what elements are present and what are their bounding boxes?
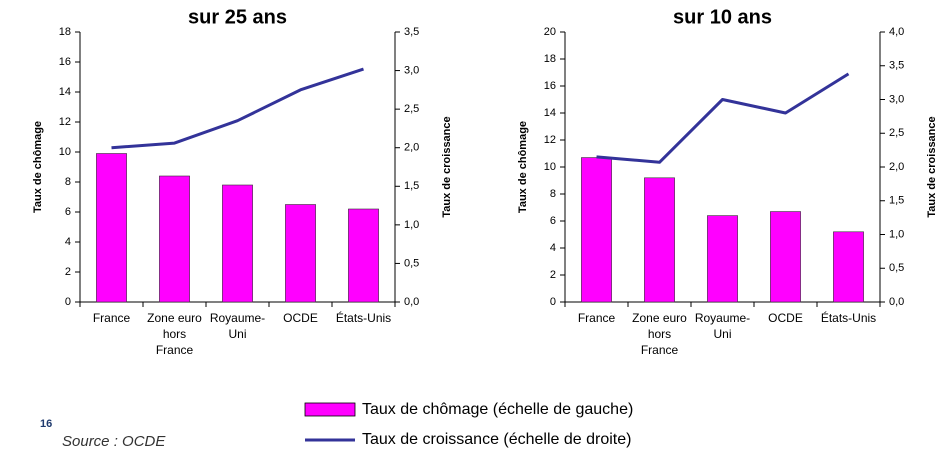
- y-tick-label: 14: [544, 107, 556, 119]
- y-tick-label: 4: [550, 242, 556, 254]
- y2-tick-label: 3,5: [889, 60, 904, 72]
- y2-axis-title: Taux de croissance: [926, 116, 938, 217]
- x-tick-label: OCDE: [283, 311, 318, 325]
- y-tick-label: 16: [544, 80, 556, 92]
- bar: [222, 184, 253, 303]
- y2-axis-title: Taux de croissance: [441, 116, 453, 217]
- y2-tick-label: 3,0: [889, 93, 904, 105]
- y2-tick-label: 1,5: [404, 180, 419, 192]
- y-tick-label: 20: [544, 26, 556, 38]
- legend-label: Taux de chômage (échelle de gauche): [362, 401, 633, 418]
- bar: [348, 208, 379, 303]
- line: [111, 67, 364, 150]
- bar: [159, 175, 190, 303]
- y2-tick-label: 2,5: [404, 103, 419, 115]
- y-tick-label: 14: [59, 86, 71, 98]
- y2-tick-label: 1,0: [889, 228, 904, 240]
- y-tick-label: 2: [65, 266, 71, 278]
- y2-tick-label: 1,5: [889, 195, 904, 207]
- y-axis-title: Taux de chômage: [517, 121, 529, 213]
- y2-tick-label: 0,5: [889, 262, 904, 274]
- bar: [770, 211, 801, 303]
- legend-label: Taux de croissance (échelle de droite): [362, 431, 631, 448]
- y2-tick-label: 2,0: [889, 161, 904, 173]
- bar: [96, 153, 127, 303]
- y-tick-label: 0: [65, 296, 71, 308]
- y2-tick-label: 2,0: [404, 142, 419, 154]
- y-tick-label: 8: [65, 176, 71, 188]
- y-tick-label: 8: [550, 188, 556, 200]
- chart-title: sur 10 ans: [673, 6, 772, 28]
- bar: [581, 157, 612, 303]
- y-tick-label: 6: [65, 206, 71, 218]
- legend-swatch-bar: [304, 402, 356, 417]
- y-tick-label: 10: [59, 146, 71, 158]
- source: Source : OCDE: [62, 433, 166, 450]
- x-tick-label: Royaume-Uni: [209, 311, 266, 341]
- y-axis-title: Taux de chômage: [32, 121, 44, 213]
- x-tick-label: États-Unis: [335, 311, 392, 325]
- y-tick-label: 12: [59, 116, 71, 128]
- page-number: 16: [40, 418, 52, 430]
- y2-tick-label: 0,5: [404, 257, 419, 269]
- y2-tick-label: 2,5: [889, 127, 904, 139]
- line: [596, 72, 850, 164]
- y2-tick-label: 4,0: [889, 26, 904, 38]
- bar: [285, 204, 316, 303]
- x-tick-label: France: [577, 311, 616, 325]
- y-tick-label: 18: [59, 26, 71, 38]
- y-tick-label: 12: [544, 134, 556, 146]
- y2-tick-label: 3,5: [404, 26, 419, 38]
- y-tick-label: 0: [550, 296, 556, 308]
- y2-tick-label: 1,0: [404, 219, 419, 231]
- x-tick-label: OCDE: [768, 311, 803, 325]
- y2-tick-label: 0,0: [404, 296, 419, 308]
- x-tick-label: Royaume-Uni: [694, 311, 751, 341]
- x-tick-label: France: [92, 311, 131, 325]
- y-tick-label: 6: [550, 215, 556, 227]
- x-tick-label: États-Unis: [820, 311, 877, 325]
- bar: [644, 177, 675, 303]
- bar: [833, 231, 864, 303]
- y-tick-label: 18: [544, 53, 556, 65]
- y-tick-label: 4: [65, 236, 71, 248]
- chart-title: sur 25 ans: [188, 6, 287, 28]
- y-tick-label: 10: [544, 161, 556, 173]
- x-tick-label: Zone euro hors France: [632, 311, 687, 357]
- y-tick-label: 16: [59, 56, 71, 68]
- y2-tick-label: 0,0: [889, 296, 904, 308]
- y-tick-label: 2: [550, 269, 556, 281]
- y2-tick-label: 3,0: [404, 64, 419, 76]
- bar: [707, 215, 738, 303]
- x-tick-label: Zone euro hors France: [147, 311, 202, 357]
